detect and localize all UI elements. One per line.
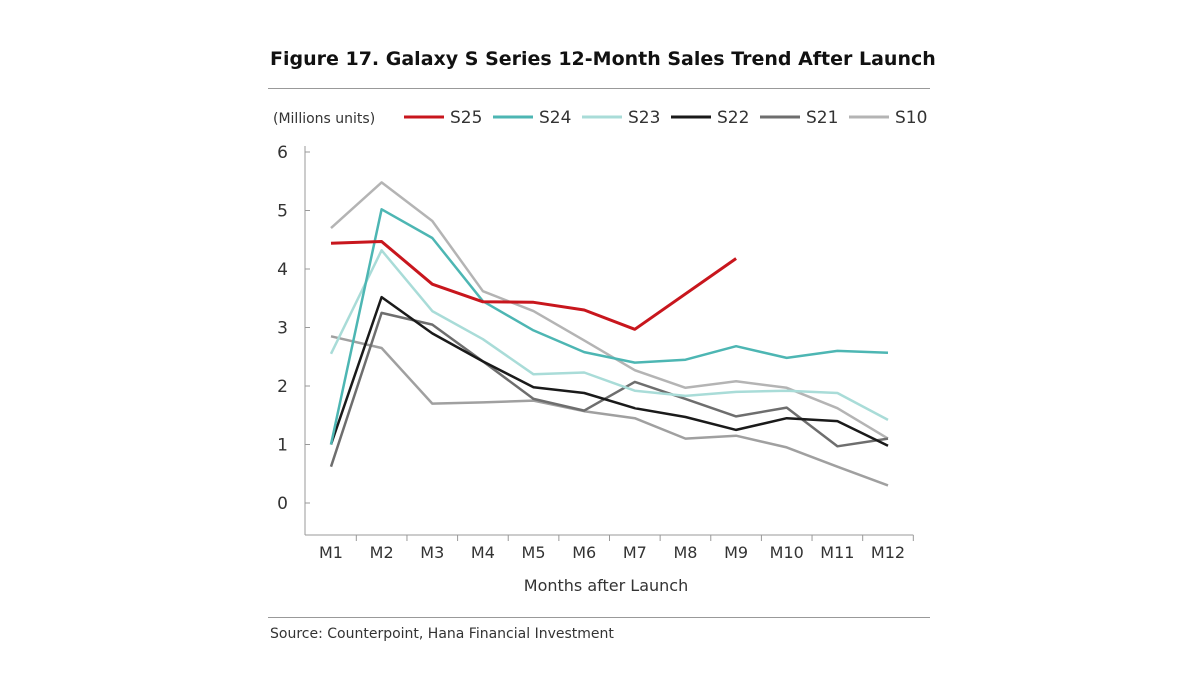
legend-item-s22: S22 [671, 108, 749, 128]
series-line-s23 [329, 249, 889, 422]
y-tick-label: 5 [277, 202, 288, 222]
legend-label: S25 [450, 108, 482, 128]
x-tick-label: M6 [572, 543, 596, 562]
legend-label: S24 [539, 108, 571, 128]
legend-item-s10: S10 [849, 108, 927, 128]
x-tick-label: M10 [770, 543, 804, 562]
x-tick-label: M1 [319, 543, 343, 562]
chart-title: Figure 17. Galaxy S Series 12-Month Sale… [270, 48, 936, 70]
source-note: Source: Counterpoint, Hana Financial Inv… [270, 626, 614, 642]
y-tick-label: 6 [277, 143, 288, 163]
series-line-unlabeled [330, 335, 889, 487]
y-tick-label: 0 [277, 494, 288, 514]
x-tick-label: M12 [871, 543, 905, 562]
top-divider [268, 88, 930, 89]
x-axis-label: Months after Launch [524, 576, 688, 595]
x-tick-label: M5 [522, 543, 546, 562]
bottom-divider [268, 617, 930, 618]
series-line-s22 [329, 295, 889, 447]
x-tick-label: M4 [471, 543, 495, 562]
y-tick-label: 3 [277, 319, 288, 339]
x-tick-label: M3 [420, 543, 444, 562]
x-tick-label: M8 [673, 543, 697, 562]
y-tick-label: 4 [277, 260, 288, 280]
legend-label: S22 [717, 108, 749, 128]
legend-label: S10 [895, 108, 927, 128]
y-tick-label: 2 [277, 377, 288, 397]
x-tick-label: M7 [623, 543, 647, 562]
series-line-s25 [330, 240, 737, 331]
legend-label: S21 [806, 108, 838, 128]
y-tick-label: 1 [277, 436, 288, 456]
legend-item-s21: S21 [760, 108, 838, 128]
legend-item-s23: S23 [582, 108, 660, 128]
x-tick-label: M11 [820, 543, 854, 562]
x-tick-label: M9 [724, 543, 748, 562]
legend-item-s24: S24 [493, 108, 571, 128]
series-line-s21 [329, 311, 889, 468]
legend-item-s25: S25 [404, 108, 482, 128]
series-line-s24 [329, 208, 889, 445]
y-axis-label: (Millions units) [273, 111, 375, 127]
x-tick-label: M2 [370, 543, 394, 562]
legend-label: S23 [628, 108, 660, 128]
